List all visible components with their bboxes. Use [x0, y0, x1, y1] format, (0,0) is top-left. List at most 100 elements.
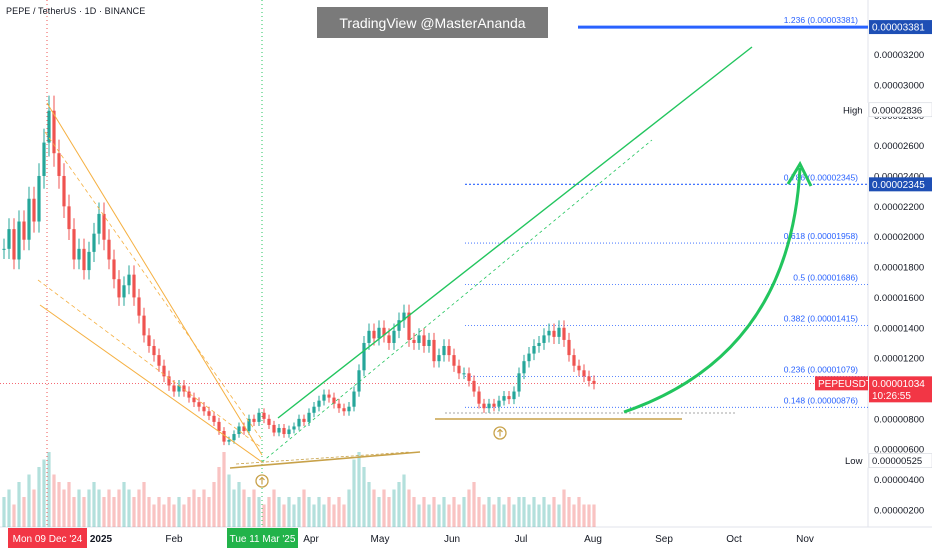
- volume-bar: [267, 497, 271, 527]
- volume-bar: [22, 497, 26, 527]
- x-tick-label: May: [371, 534, 390, 545]
- volume-bar: [87, 489, 91, 527]
- volume-bar: [37, 467, 41, 527]
- volume-bar: [377, 497, 381, 527]
- volume-bar: [502, 504, 506, 527]
- candle-body: [387, 335, 391, 343]
- fib-label: 0.382 (0.00001415): [784, 314, 858, 324]
- y-tick-label: 0.00002600: [874, 141, 924, 152]
- candle-body: [2, 248, 6, 250]
- volume-bar: [67, 482, 71, 527]
- volume-bar: [137, 489, 141, 527]
- candle-body: [237, 426, 241, 435]
- candle-body: [92, 233, 96, 252]
- volume-bar: [357, 452, 361, 527]
- x-axis[interactable]: 2025 Feb Apr May Jun Jul Aug Sep Oct Nov Mon 09 De…: [8, 528, 814, 548]
- candle-body: [97, 213, 101, 234]
- x-tick-label: Nov: [796, 534, 814, 545]
- volume-bar: [317, 497, 321, 527]
- candle-body: [442, 345, 446, 356]
- low-label-box: [840, 453, 868, 468]
- y-tick-label: 0.00001400: [874, 323, 924, 334]
- volume-bar: [72, 497, 76, 527]
- candles: [2, 95, 596, 446]
- x-tick-label: Jul: [515, 534, 528, 545]
- volume-bar: [382, 489, 386, 527]
- plot-area[interactable]: [0, 0, 868, 527]
- volume-bar: [232, 489, 236, 527]
- low-price-tag: [868, 453, 932, 468]
- rising-trend-line: [277, 46, 753, 419]
- x-tick-label: Apr: [303, 534, 319, 545]
- candle-body: [552, 330, 556, 337]
- volume-bar: [562, 489, 566, 527]
- candle-body: [527, 353, 531, 362]
- candle-body: [102, 213, 106, 240]
- candle-body: [252, 418, 256, 422]
- volume-bar: [587, 504, 591, 527]
- candle-body: [332, 397, 336, 404]
- y-tick-label: 0.00003200: [874, 50, 924, 61]
- volume-bar: [372, 489, 376, 527]
- candle-body: [367, 330, 371, 343]
- candle-body: [477, 391, 481, 404]
- candle-body: [227, 440, 231, 442]
- volume-bar: [397, 482, 401, 527]
- symbol-header[interactable]: PEPE / TetherUS · 1D · BINANCE: [6, 6, 146, 16]
- candle-body: [117, 279, 121, 298]
- rising-trend-line-dashed: [261, 139, 653, 463]
- volume-bar: [362, 467, 366, 527]
- candle-body: [567, 339, 571, 356]
- candle-body: [22, 221, 26, 240]
- high-label: High: [843, 105, 863, 116]
- y-tick-label: 0.00000600: [874, 445, 924, 456]
- candle-body: [337, 403, 341, 409]
- volume-bar: [337, 497, 341, 527]
- x-tick-label: Oct: [726, 534, 742, 545]
- candle-body: [352, 391, 356, 407]
- volume-bar: [402, 474, 406, 527]
- y-axis[interactable]: 0.000036000.000032000.000030000.00002800…: [874, 0, 924, 516]
- candle-body: [467, 373, 471, 381]
- watermark: TradingView @MasterAnanda: [317, 7, 548, 38]
- symbol-tag-label: PEPEUSDT: [818, 379, 872, 390]
- volume-bar: [532, 497, 536, 527]
- volume-bar: [152, 504, 156, 527]
- low-price-label: 0.00000525: [872, 456, 922, 467]
- volume-bar: [522, 497, 526, 527]
- candle-body: [62, 175, 66, 207]
- y-tick-label: 0.00000800: [874, 414, 924, 425]
- volume-bar: [157, 497, 161, 527]
- candle-body: [577, 365, 581, 371]
- candle-body: [487, 403, 491, 409]
- candle-body: [322, 394, 326, 401]
- candle-body: [422, 335, 426, 346]
- volume-bar: [132, 497, 136, 527]
- volume-bar: [257, 497, 261, 527]
- volume-bar: [497, 497, 501, 527]
- x-tick-label: Feb: [165, 534, 183, 545]
- x-tick-label: Aug: [584, 534, 602, 545]
- y-tick-label: 0.00002400: [874, 171, 924, 182]
- candle-body: [402, 312, 406, 321]
- candle-body: [312, 406, 316, 413]
- candle-body: [7, 229, 11, 249]
- candle-body: [262, 412, 266, 419]
- candle-body: [287, 429, 291, 435]
- y-tick-label: 0.00003000: [874, 80, 924, 91]
- candle-body: [382, 327, 386, 336]
- candle-body: [302, 418, 306, 422]
- volume-bar: [352, 459, 356, 527]
- candle-body: [187, 391, 191, 398]
- candle-body: [122, 285, 126, 298]
- candle-body: [257, 412, 261, 422]
- candle-body: [307, 412, 311, 422]
- fib-label: 0.786 (0.00002345): [784, 172, 858, 182]
- candle-body: [592, 380, 596, 384]
- candle-body: [182, 385, 186, 392]
- volume-bar: [487, 497, 491, 527]
- target-price-label: 0.00003381: [872, 23, 925, 34]
- candle-body: [242, 426, 246, 432]
- candle-body: [17, 221, 21, 260]
